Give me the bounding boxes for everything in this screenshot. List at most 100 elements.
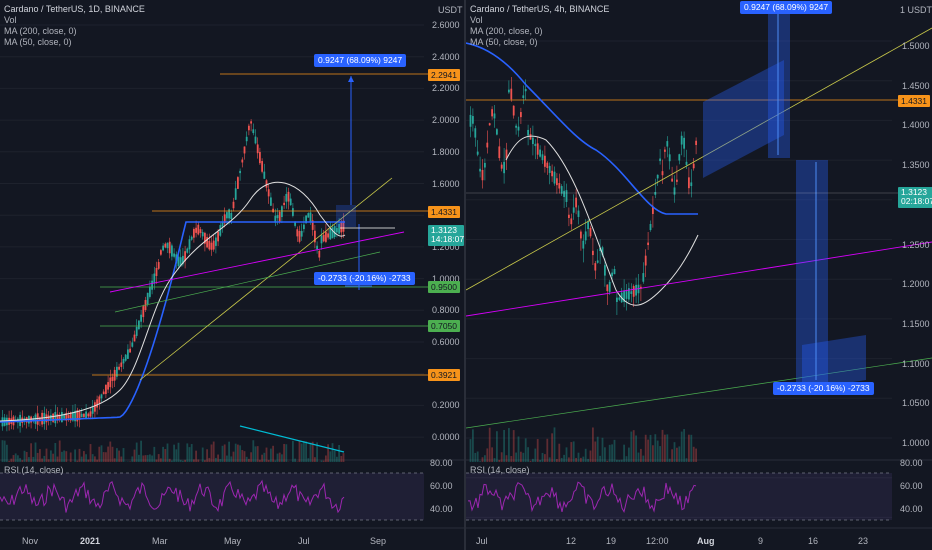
volume-bar [250,452,252,462]
candle-body [52,413,54,422]
candle-body [63,415,65,419]
volume-bar [85,454,87,462]
candle-body [680,135,683,145]
trendline-yellow [466,27,932,291]
candle-body [692,163,695,169]
candle-body [223,214,226,224]
candle-body [87,413,90,417]
candle-body [551,170,553,177]
right-y-tick-label: 1.4500 [902,80,930,91]
candle-body [177,256,180,267]
left-rsi-label[interactable]: RSI (14, close) [4,465,64,475]
volume-bar [479,461,481,462]
volume-bar [36,452,39,462]
candle-body [294,221,296,226]
volume-bar [23,450,26,462]
left-ma200-label[interactable]: MA (200, close, 0) [4,26,77,36]
left-chart-canvas[interactable] [0,0,464,550]
volume-bar [261,454,263,462]
candle-body [553,171,556,184]
volume-bar [223,444,226,462]
candle-body [556,178,558,186]
candle-body [56,414,59,421]
volume-bar [164,449,167,462]
left-rsi-tick-60: 60.00 [430,481,453,491]
volume-bar [503,429,505,462]
candle-body [45,414,48,423]
candle-body [96,399,98,408]
volume-bar [237,444,239,462]
right-symbol-title[interactable]: Cardano / TetherUS, 4h, BINANCE [470,4,610,14]
volume-bar [19,458,21,462]
candle-body [314,230,316,243]
candle-body [259,152,261,164]
volume-bar [129,461,131,462]
volume-bar [234,443,237,462]
candle-body [287,191,290,202]
left-level-tag-0950: 0.9500 [428,281,460,293]
volume-bar [520,451,522,462]
volume-bar [316,442,318,462]
candle-body [199,229,202,233]
left-chart-pane[interactable]: Cardano / TetherUS, 1D, BINANCE Vol MA (… [0,0,464,550]
right-rsi-tick-40: 40.00 [900,504,923,514]
candle-body [208,240,211,250]
right-vol-label[interactable]: Vol [470,15,483,25]
left-vol-label[interactable]: Vol [4,15,17,25]
volume-bar [333,450,336,462]
volume-bar [322,460,325,462]
right-chart-pane[interactable]: Cardano / TetherUS, 4h, BINANCE Vol MA (… [466,0,932,550]
volume-bar [47,459,50,462]
candle-body [102,391,105,395]
left-ma50-label[interactable]: MA (50, close, 0) [4,37,72,47]
volume-bar [226,455,228,462]
candle-body [333,225,336,238]
pane-divider[interactable] [464,0,466,550]
right-y-tick-label: 1.5000 [902,41,930,51]
left-level-tag-2294: 2.2941 [428,69,460,81]
candle-body [212,240,215,250]
volume-bar [34,442,37,462]
left-measure-note-up[interactable]: 0.9247 (68.09%) 9247 [314,54,407,67]
candle-body [515,125,517,128]
candle-body [635,284,637,296]
rsi-line [0,479,345,514]
volume-bar [28,457,30,462]
candle-body [248,125,250,131]
candle-body [278,211,281,222]
volume-bar [107,446,109,462]
volume-bar [168,458,171,462]
volume-bar [45,448,48,462]
volume-bar [276,453,279,462]
left-symbol-title[interactable]: Cardano / TetherUS, 1D, BINANCE [4,4,145,14]
candle-body [285,193,288,202]
candle-body [166,242,169,249]
volume-bar [133,449,136,462]
right-measure-note-down[interactable]: -0.2733 (-20.16%) -2733 [773,382,874,395]
candle-body [173,253,175,257]
right-measure-note-up[interactable]: 0.9247 (68.09%) 9247 [740,1,833,14]
volume-bar [32,456,35,462]
right-rsi-label[interactable]: RSI (14, close) [470,465,530,475]
volume-bar [300,443,303,462]
candle-body [524,89,527,92]
volume-bar [560,457,563,462]
right-ma200-label[interactable]: MA (200, close, 0) [470,26,543,36]
volume-bar [606,460,609,462]
volume-bar [65,451,68,462]
right-chart-canvas[interactable] [466,0,932,550]
candle-body [267,189,270,197]
right-ma50-label[interactable]: MA (50, close, 0) [470,37,538,47]
volume-bar [243,451,246,462]
candle-body [239,170,241,174]
candle-body [122,358,125,364]
left-measure-note-down[interactable]: -0.2733 (-20.16%) -2733 [314,272,415,285]
left-price-value: 1.3123 [431,225,457,235]
volume-bar [3,440,6,462]
candle-body [577,210,580,217]
candle-body [572,207,575,213]
volume-bar [206,449,208,462]
candle-body [274,215,277,223]
candle-body [160,250,162,255]
candle-body [219,225,222,236]
